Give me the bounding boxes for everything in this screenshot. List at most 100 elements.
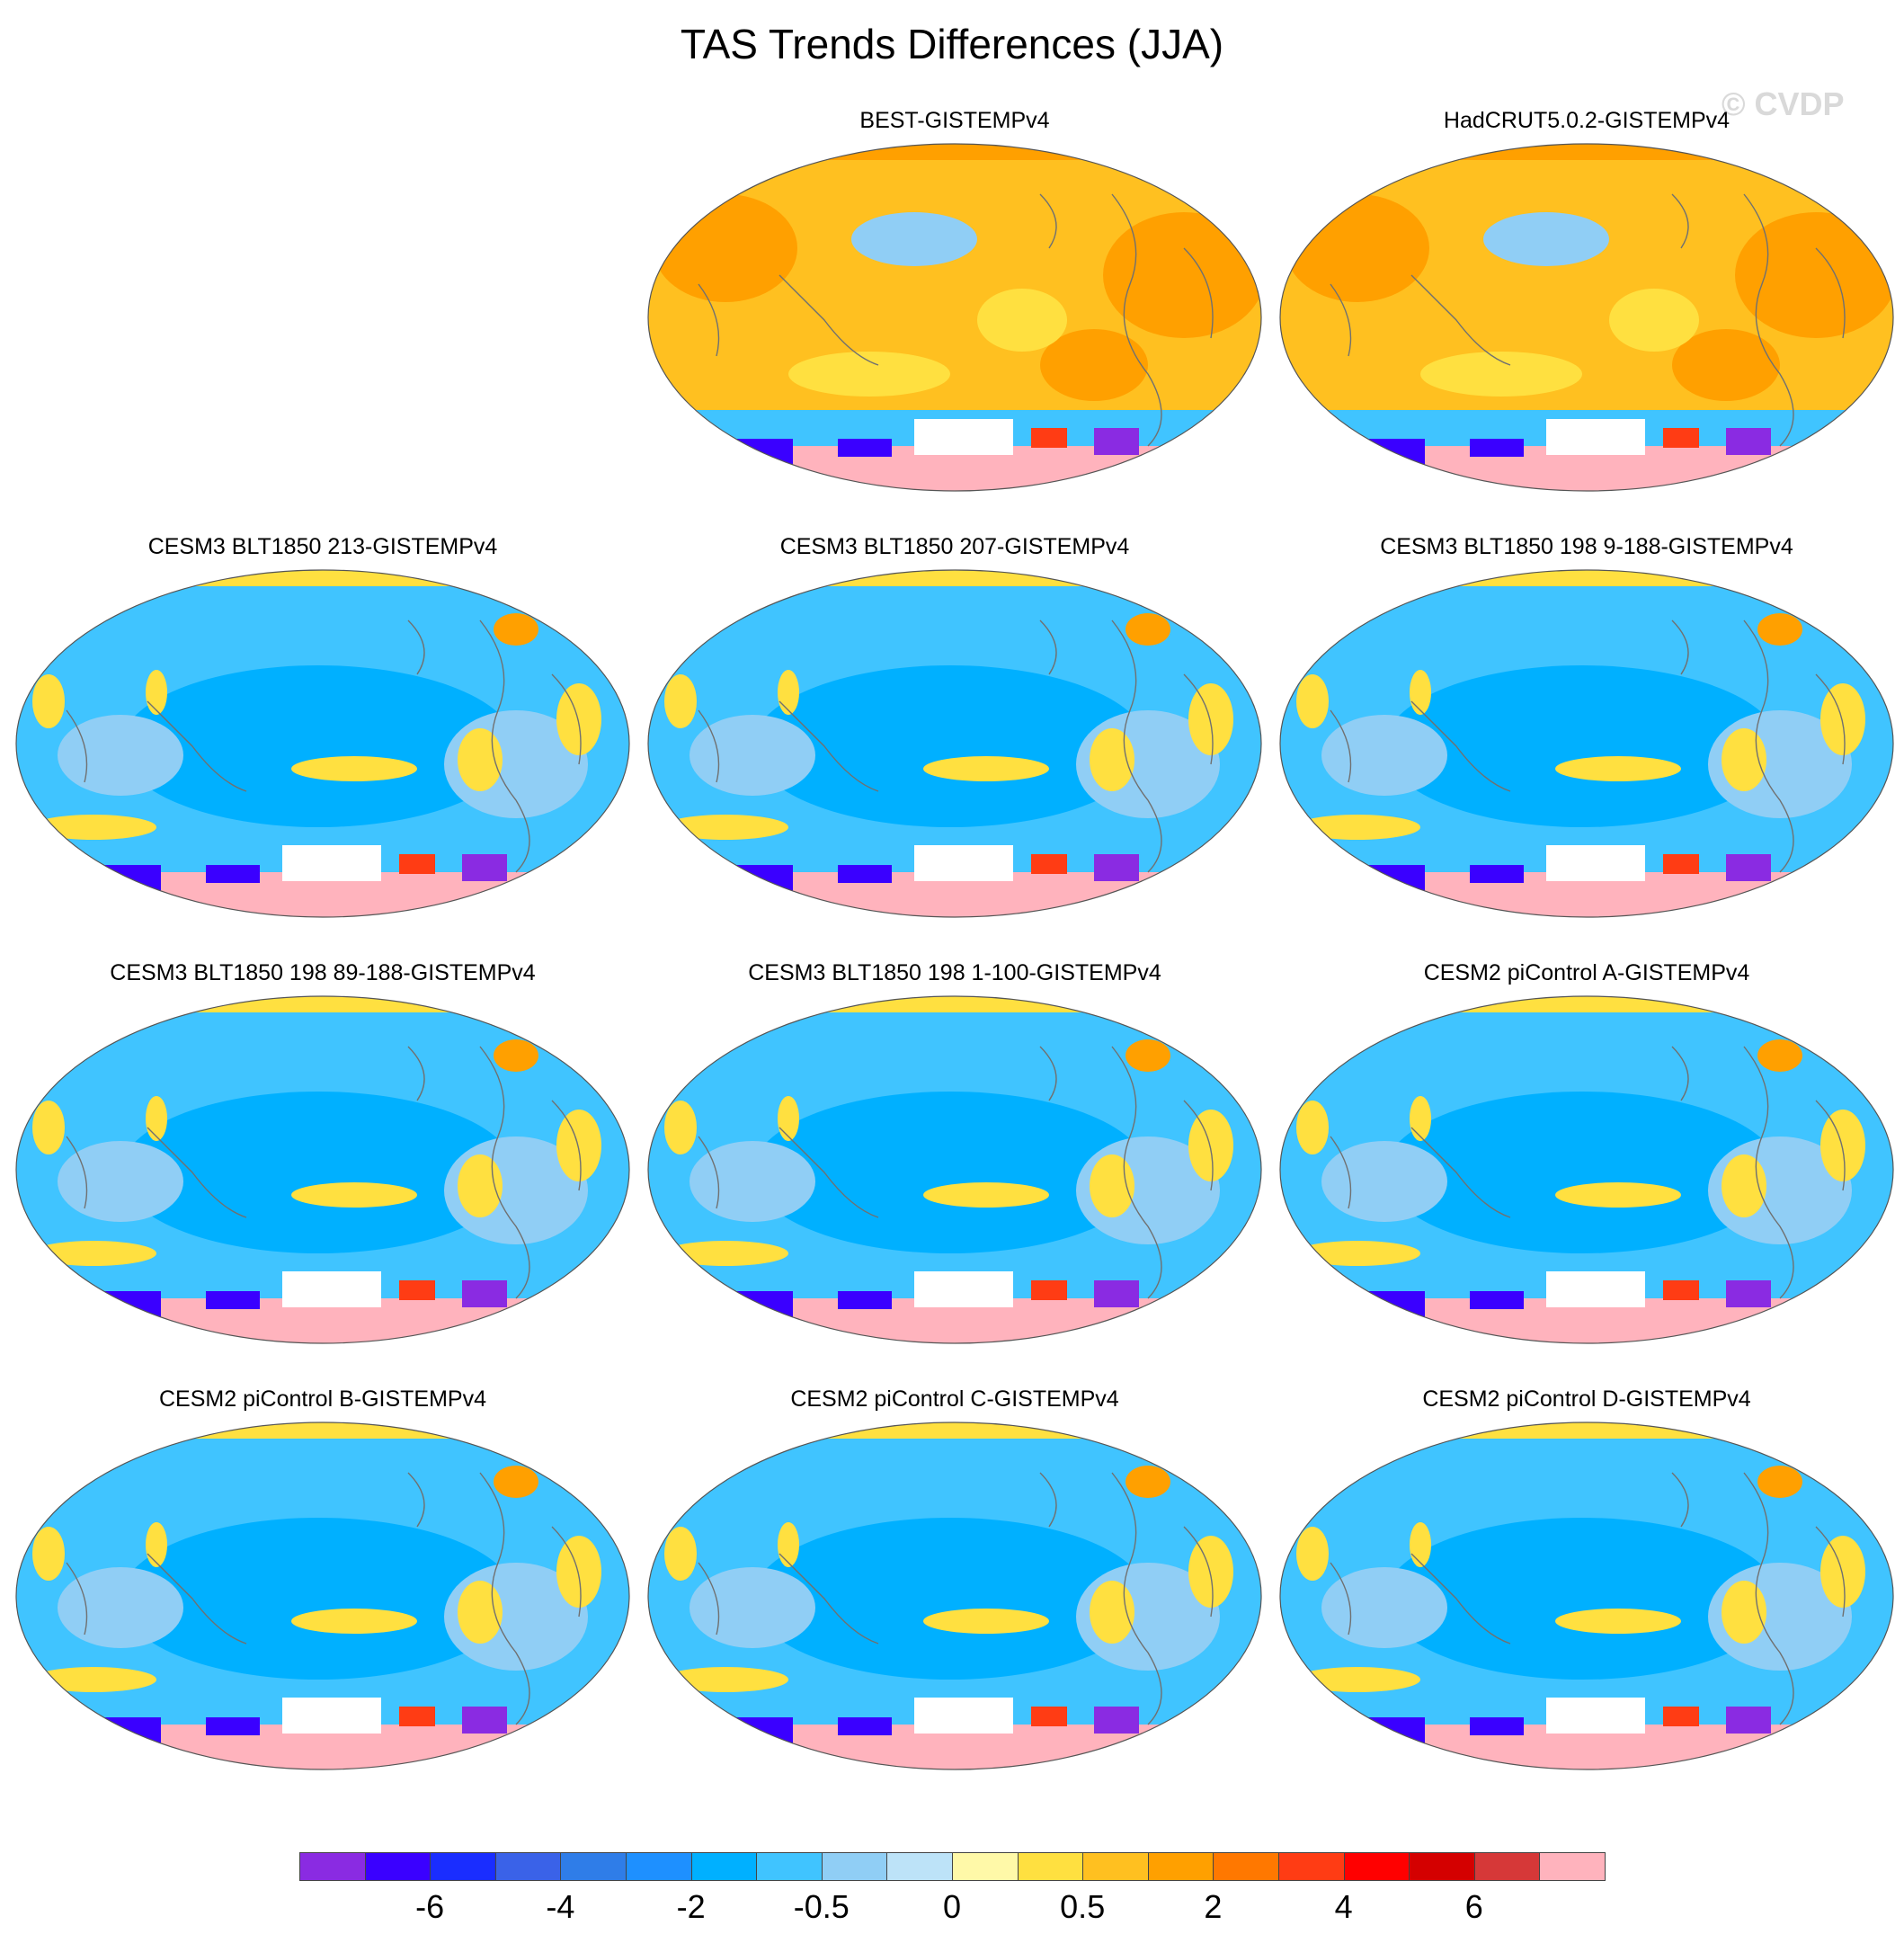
antarctic-anomaly — [1470, 865, 1524, 883]
antarctic-anomaly — [1726, 1280, 1771, 1307]
anomaly-blob — [1296, 674, 1329, 728]
arctic-band — [648, 144, 1261, 160]
anomaly-blob — [1757, 1039, 1802, 1072]
colorbar-box — [1473, 1852, 1541, 1881]
map-panel: CESM3 BLT1850 207-GISTEMPv4 — [645, 534, 1265, 918]
coastline — [66, 1472, 582, 1725]
colorbar — [299, 1852, 1606, 1883]
map-panel: CESM3 BLT1850 198 89-188-GISTEMPv4 — [13, 960, 633, 1344]
missing-data-area — [282, 1271, 381, 1307]
anomaly-blob — [664, 674, 697, 728]
anomaly-blob — [1384, 665, 1780, 827]
antarctic-anomaly — [1663, 854, 1699, 874]
map-outline — [1279, 995, 1894, 1344]
colorbar-tick-label: -2 — [676, 1888, 706, 1925]
antarctic-anomaly — [838, 439, 892, 457]
antarctic-region — [1280, 1725, 1893, 1769]
watermark: © CVDP — [1722, 85, 1845, 122]
anomaly-blob — [778, 670, 799, 715]
panel-title: CESM3 BLT1850 198 9-188-GISTEMPv4 — [1380, 534, 1793, 559]
arctic-band — [1280, 996, 1893, 1012]
coastline — [66, 1046, 582, 1299]
panel-title: CESM2 piControl C-GISTEMPv4 — [790, 1386, 1119, 1412]
colorbar-box — [430, 1852, 496, 1881]
antarctic-anomaly — [1663, 1707, 1699, 1726]
anomaly-blob — [923, 1182, 1049, 1208]
map-outline — [647, 569, 1262, 918]
colorbar-box — [1278, 1852, 1345, 1881]
arctic-band — [16, 996, 629, 1012]
anomaly-blob — [556, 683, 601, 755]
world-map — [647, 1422, 1262, 1770]
colorbar-box — [1409, 1852, 1475, 1881]
panel-title: CESM2 piControl A-GISTEMPv4 — [1423, 960, 1750, 985]
anomaly-blob — [690, 715, 815, 796]
antarctic-anomaly — [1726, 854, 1771, 881]
world-map — [647, 995, 1262, 1344]
colorbar-box — [364, 1852, 432, 1881]
anomaly-blob — [788, 352, 950, 397]
coastline — [698, 193, 1214, 447]
colorbar-box — [1082, 1852, 1149, 1881]
arctic-band — [1280, 144, 1893, 160]
arctic-band — [648, 996, 1261, 1012]
antarctic-anomaly — [462, 1280, 507, 1307]
panel-title: CESM3 BLT1850 213-GISTEMPv4 — [147, 534, 498, 559]
colorbar-box — [494, 1852, 562, 1881]
map-panel: BEST-GISTEMPv4 — [645, 108, 1265, 492]
anomaly-blob — [664, 1101, 697, 1154]
colorbar-tick-label: 0 — [942, 1888, 962, 1925]
map-outline — [647, 143, 1262, 492]
anomaly-blob — [1757, 1466, 1802, 1498]
world-map — [1279, 569, 1894, 918]
colorbar-tick-label: 0.5 — [1060, 1888, 1106, 1925]
antarctic-region — [648, 446, 1261, 491]
antarctic-anomaly — [462, 1707, 507, 1734]
anomaly-blob — [663, 1241, 788, 1266]
panel-title: CESM3 BLT1850 198 89-188-GISTEMPv4 — [110, 960, 536, 985]
anomaly-blob — [458, 1581, 503, 1644]
colorbar-tick-label: 2 — [1204, 1888, 1223, 1925]
anomaly-blob — [1410, 670, 1431, 715]
anomaly-blob — [556, 1536, 601, 1608]
map-outline — [647, 995, 1262, 1344]
colorbar-box — [952, 1852, 1019, 1881]
anomaly-blob — [1410, 1096, 1431, 1141]
anomaly-blob — [1483, 212, 1609, 266]
antarctic-anomaly — [1470, 439, 1524, 457]
world-map — [647, 143, 1262, 492]
anomaly-blob — [494, 1039, 538, 1072]
missing-data-area — [1546, 419, 1645, 455]
antarctic-anomaly — [462, 854, 507, 881]
panel-title: BEST-GISTEMPv4 — [859, 108, 1050, 133]
antarctic-anomaly — [1470, 1717, 1524, 1735]
antarctic-anomaly — [838, 1291, 892, 1309]
anomaly-blob — [1103, 212, 1261, 338]
anomaly-blob — [1820, 1536, 1865, 1608]
missing-data-area — [1546, 1271, 1645, 1307]
antarctic-region — [1280, 872, 1893, 917]
map-outline — [1279, 1422, 1894, 1770]
antarctic-region — [648, 1725, 1261, 1769]
world-map — [1279, 995, 1894, 1344]
anomaly-blob — [923, 1609, 1049, 1634]
antarctic-anomaly — [206, 1717, 260, 1735]
anomaly-blob — [1125, 1466, 1170, 1498]
anomaly-blob — [778, 1096, 799, 1141]
anomaly-blob — [58, 715, 183, 796]
anomaly-blob — [663, 1667, 788, 1692]
anomaly-blob — [663, 815, 788, 840]
antarctic-anomaly — [1663, 428, 1699, 448]
anomaly-blob — [1820, 683, 1865, 755]
map-outline — [15, 1422, 630, 1770]
colorbar-box — [756, 1852, 823, 1881]
world-map — [647, 569, 1262, 918]
antarctic-anomaly — [1031, 1707, 1067, 1726]
anomaly-blob — [458, 1154, 503, 1217]
coastline — [1330, 1046, 1846, 1299]
antarctic-anomaly — [1031, 854, 1067, 874]
anomaly-blob — [291, 1609, 417, 1634]
antarctic-anomaly — [1726, 1707, 1771, 1734]
map-panel: CESM2 piControl A-GISTEMPv4 — [1277, 960, 1897, 1344]
antarctic-region — [648, 872, 1261, 917]
